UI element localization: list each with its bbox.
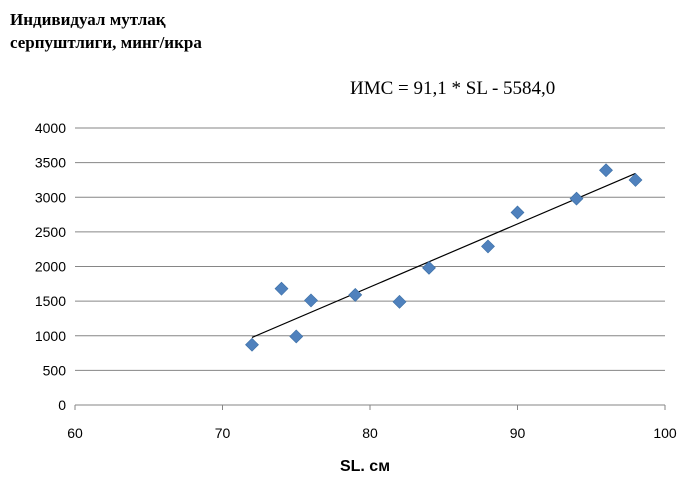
y-tick-label-3500: 3500: [35, 155, 66, 171]
trend-line: [251, 172, 636, 339]
data-point-4: [348, 287, 363, 302]
data-point-5: [392, 294, 407, 309]
y-tick-label-2000: 2000: [35, 259, 66, 275]
y-tick-label-0: 0: [58, 397, 66, 413]
regression-equation: ИМС = 91,1 * SL - 5584,0: [350, 78, 556, 99]
data-point-2: [289, 329, 304, 344]
y-axis-title-line-2: серпуштлиги, минг/икра: [10, 33, 202, 52]
x-tick-label-90: 90: [510, 425, 526, 441]
y-axis-title: Индивидуал мутлақ серпуштлиги, минг/икра: [10, 8, 202, 54]
y-tick-label-1500: 1500: [35, 293, 66, 309]
y-tick-label-1000: 1000: [35, 328, 66, 344]
x-axis-title: SL. см: [339, 458, 391, 475]
data-point-1: [274, 281, 289, 296]
x-tick-label-60: 60: [67, 425, 83, 441]
data-point-7: [481, 239, 495, 254]
data-point-10: [599, 163, 613, 178]
y-tick-label-3000: 3000: [35, 189, 66, 205]
y-axis-title-line-1: Индивидуал мутлақ: [10, 10, 166, 29]
y-tick-label-2500: 2500: [35, 224, 66, 240]
data-point-6: [422, 260, 436, 275]
y-tick-label-500: 500: [43, 362, 67, 378]
data-point-0: [245, 337, 259, 352]
data-point-8: [510, 205, 525, 220]
x-tick-label-70: 70: [215, 425, 231, 441]
x-tick-label-100: 100: [653, 425, 677, 441]
y-tick-label-4000: 4000: [35, 120, 66, 136]
data-point-9: [569, 191, 584, 206]
x-tick-label-80: 80: [362, 425, 378, 441]
data-point-3: [304, 293, 318, 308]
data-point-11: [628, 173, 643, 187]
